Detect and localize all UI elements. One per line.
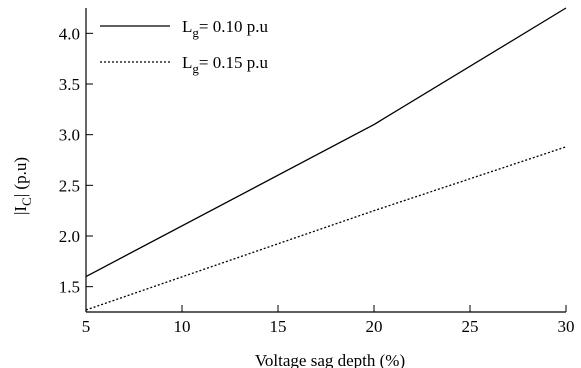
series-lines bbox=[85, 7, 567, 311]
y-tick-label: 3.0 bbox=[59, 126, 80, 145]
series-line-1 bbox=[85, 7, 567, 278]
y-tick-label: 2.0 bbox=[59, 227, 80, 246]
legend-label-1: Lg= 0.10 p.u bbox=[182, 17, 268, 40]
y-tick-label: 3.5 bbox=[59, 75, 80, 94]
legend-label-2: Lg= 0.15 p.u bbox=[182, 53, 268, 76]
legend: Lg= 0.10 p.uLg= 0.15 p.u bbox=[100, 17, 268, 76]
x-tick-label: 20 bbox=[366, 317, 383, 336]
y-tick-label: 2.5 bbox=[59, 176, 80, 195]
x-tick-label: 5 bbox=[82, 317, 91, 336]
y-axis-title-main: |I bbox=[11, 206, 30, 215]
x-tick-label: 10 bbox=[174, 317, 191, 336]
x-tick-label: 15 bbox=[270, 317, 287, 336]
series-line-2 bbox=[85, 146, 567, 311]
legend-label-main: L bbox=[182, 17, 192, 36]
y-tick-label: 4.0 bbox=[59, 24, 80, 43]
x-tick-label: 30 bbox=[558, 317, 575, 336]
axis-ticks: 5 10 15 20 25 30 1.5 2.0 2.5 3.0 3.5 4.0 bbox=[59, 24, 575, 336]
legend-label-tail: = 0.15 p.u bbox=[199, 53, 269, 72]
legend-label-sub: g bbox=[192, 61, 199, 76]
x-tick-label: 25 bbox=[462, 317, 479, 336]
y-tick-label: 1.5 bbox=[59, 278, 80, 297]
legend-label-tail: = 0.10 p.u bbox=[199, 17, 269, 36]
y-axis-title-sub: C bbox=[19, 197, 34, 206]
legend-label-sub: g bbox=[192, 25, 199, 40]
legend-label-main: L bbox=[182, 53, 192, 72]
x-axis-title: Voltage sag depth (%) bbox=[255, 351, 405, 368]
y-axis-title-tail: | (p.u) bbox=[11, 157, 30, 197]
y-axis-title: |IC| (p.u) bbox=[11, 157, 34, 215]
